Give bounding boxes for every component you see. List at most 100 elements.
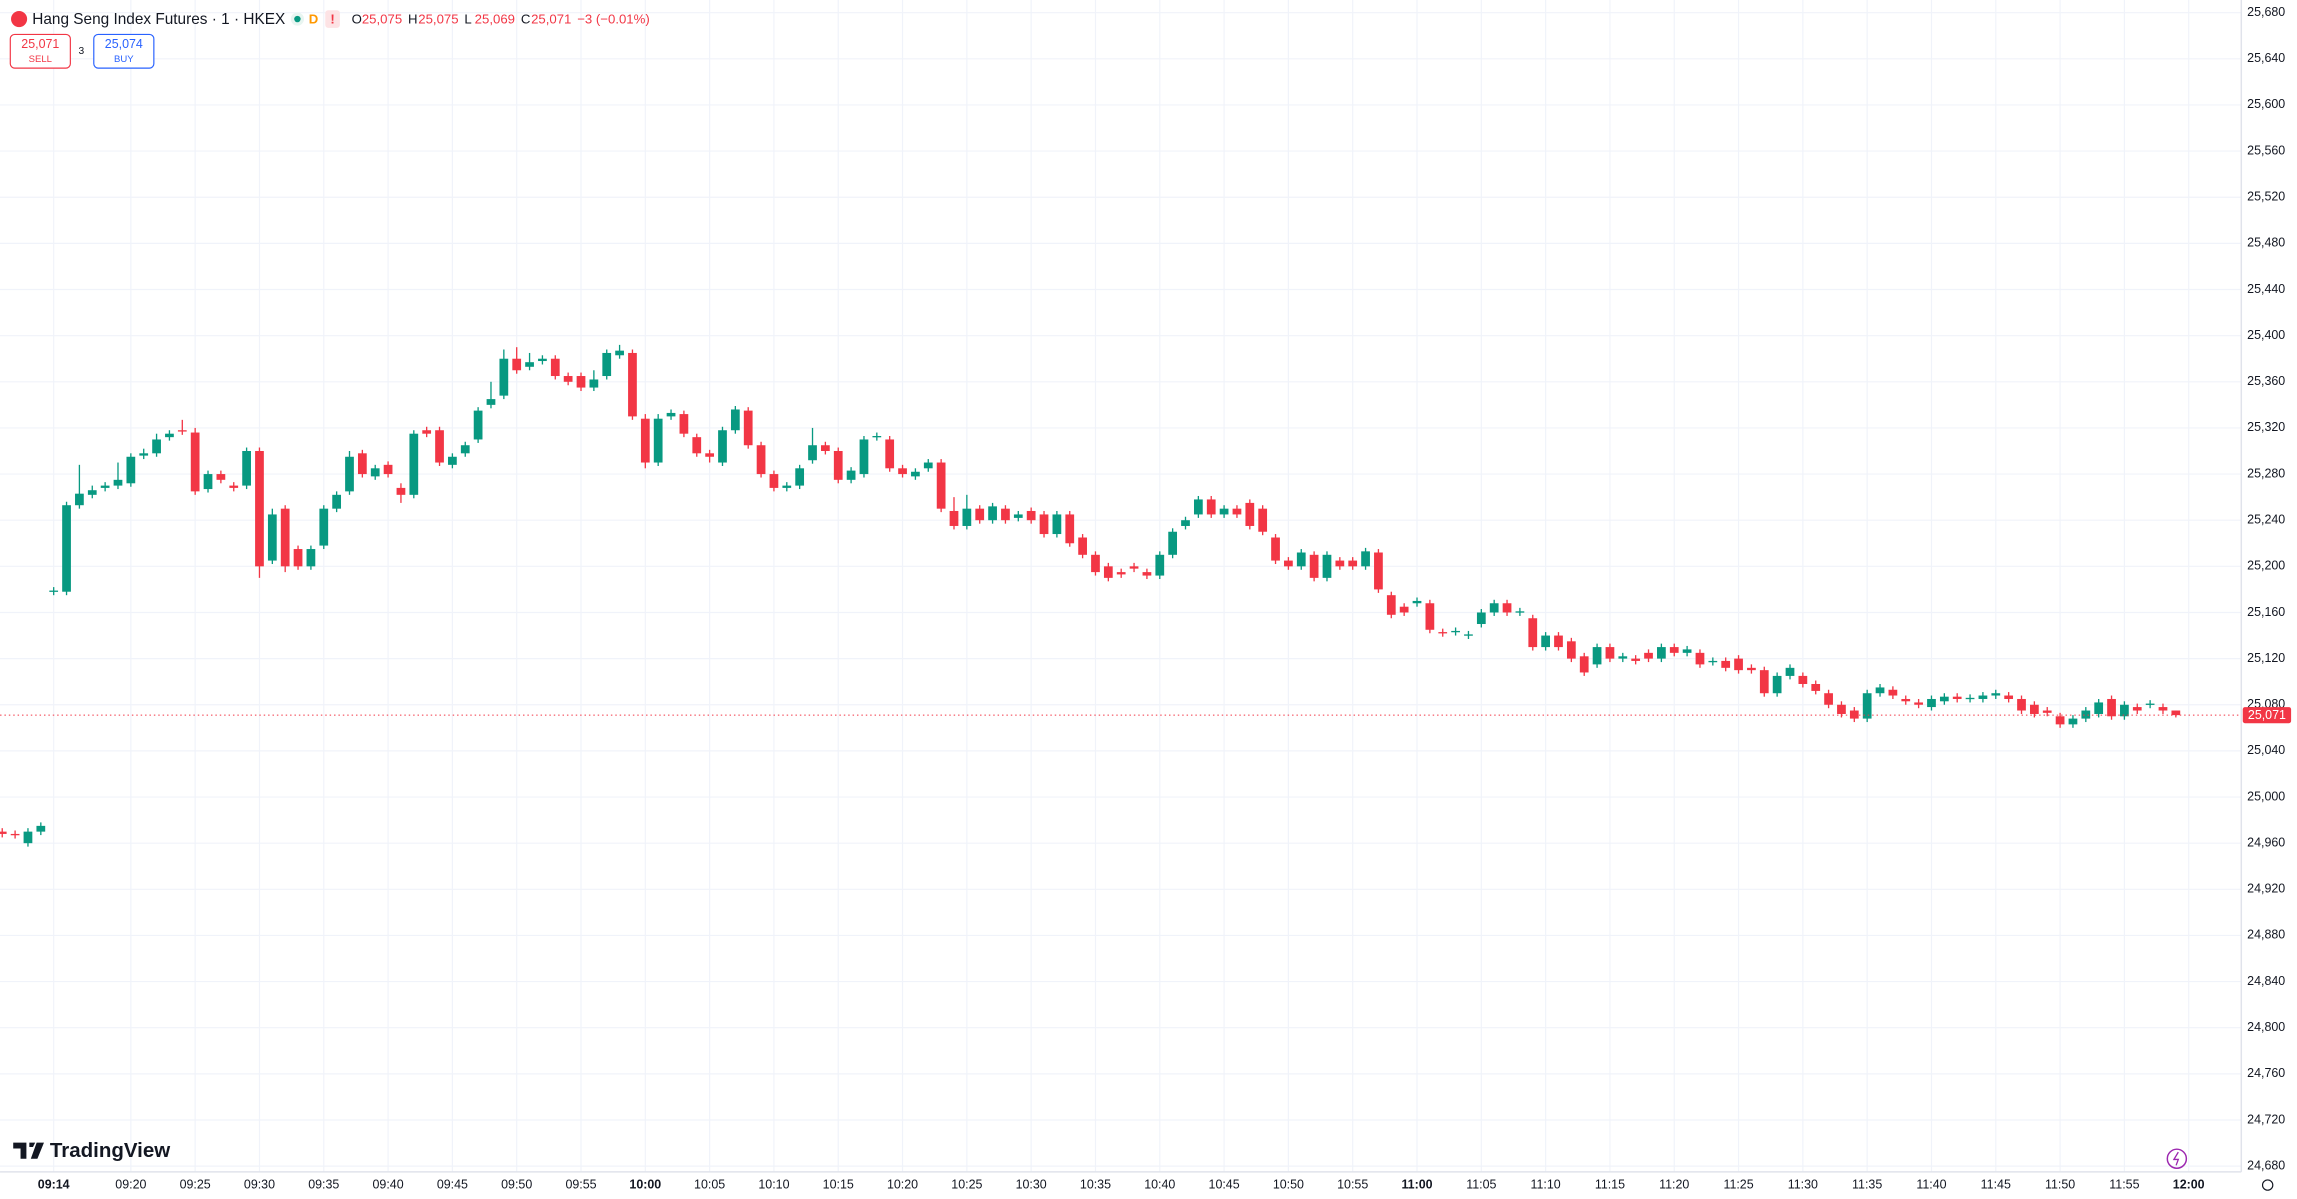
x-tick-label: 10:50 bbox=[1273, 1177, 1304, 1191]
ohlc-value: 25,075 bbox=[418, 11, 458, 26]
candle-body bbox=[216, 474, 226, 480]
candle-body bbox=[2094, 702, 2104, 714]
candle-body bbox=[538, 358, 547, 362]
candle-body bbox=[139, 453, 149, 456]
sell-button[interactable] bbox=[9, 33, 71, 69]
candle-body bbox=[602, 352, 612, 377]
x-tick-label: 11:05 bbox=[1466, 1177, 1496, 1191]
candle-body bbox=[1965, 697, 1975, 700]
candle-body bbox=[923, 462, 933, 469]
candle-body bbox=[267, 514, 277, 561]
logo-icon bbox=[13, 1142, 44, 1159]
candle-body bbox=[280, 508, 290, 567]
candle-body bbox=[1862, 693, 1872, 719]
buy-price: 25,074 bbox=[105, 37, 143, 51]
x-tick-label: 11:45 bbox=[1981, 1177, 2011, 1191]
candle-body bbox=[1901, 698, 1911, 702]
candle-body bbox=[345, 456, 354, 492]
replay-icon[interactable] bbox=[2166, 1148, 2188, 1169]
candle-body bbox=[1541, 635, 1551, 648]
y-tick-label: 24,680 bbox=[2247, 1158, 2285, 1172]
candle-body bbox=[486, 399, 496, 405]
candle-body bbox=[550, 358, 560, 377]
candle-body bbox=[113, 479, 123, 486]
candle-body bbox=[615, 350, 624, 356]
ohlc-key: O bbox=[352, 11, 362, 26]
candle-body bbox=[1103, 566, 1113, 578]
candle-body bbox=[2120, 704, 2129, 717]
candle-body bbox=[628, 352, 637, 417]
candle-body bbox=[1039, 514, 1049, 535]
y-tick-label: 25,320 bbox=[2247, 420, 2285, 434]
candle-body bbox=[152, 439, 161, 454]
logo: TradingView bbox=[13, 1139, 170, 1162]
candle-body bbox=[730, 409, 740, 431]
candle-body bbox=[332, 494, 342, 509]
y-tick-label: 24,720 bbox=[2247, 1112, 2285, 1126]
x-tick-label: 10:35 bbox=[1080, 1177, 1111, 1191]
candle-body bbox=[1566, 641, 1576, 659]
candle-body bbox=[859, 439, 869, 475]
y-tick-label: 24,800 bbox=[2247, 1020, 2285, 1034]
candle-body bbox=[293, 549, 303, 567]
x-tick-label: 12:00 bbox=[2173, 1177, 2205, 1191]
candle-body bbox=[743, 410, 753, 446]
candle-body bbox=[1927, 698, 1936, 708]
candle-body bbox=[2068, 718, 2078, 725]
buy-button[interactable] bbox=[93, 33, 155, 69]
candle-body bbox=[357, 453, 367, 475]
x-tick-label: 11:35 bbox=[1852, 1177, 1882, 1191]
y-tick-label: 25,360 bbox=[2247, 374, 2285, 388]
axis-labels: 24,680 24,720 24,760 24,800 24,840 24,880 24,9… bbox=[38, 5, 2292, 1191]
candle-body bbox=[190, 432, 200, 492]
candle-body bbox=[679, 414, 689, 434]
y-tick-label: 24,840 bbox=[2247, 974, 2285, 988]
candle-body bbox=[435, 430, 444, 463]
candle-body bbox=[1502, 603, 1512, 613]
candle-body bbox=[525, 362, 534, 367]
candle-body bbox=[448, 456, 457, 465]
candle-body bbox=[988, 506, 997, 521]
y-tick-label: 25,400 bbox=[2247, 328, 2285, 342]
x-tick-label: 11:55 bbox=[2109, 1177, 2139, 1191]
x-tick-label: 10:30 bbox=[1016, 1177, 1047, 1191]
candle-body bbox=[1528, 618, 1538, 648]
candle-body bbox=[165, 433, 174, 438]
candle-body bbox=[75, 493, 84, 506]
candle-body bbox=[2171, 710, 2181, 716]
candle-body bbox=[1888, 689, 1898, 696]
candle-body bbox=[1747, 667, 1756, 671]
candle-body bbox=[1682, 649, 1692, 653]
candle-body bbox=[1193, 499, 1203, 515]
ohlc-key: H bbox=[408, 11, 418, 26]
ohlc-key: C bbox=[521, 11, 531, 26]
x-tick-label: 10:05 bbox=[694, 1177, 725, 1191]
candle-body bbox=[87, 490, 97, 495]
candle-body bbox=[1001, 508, 1010, 521]
candle-body bbox=[0, 831, 7, 834]
y-tick-label: 24,920 bbox=[2247, 882, 2285, 896]
y-tick-label: 25,120 bbox=[2247, 651, 2285, 665]
candle-body bbox=[1798, 675, 1808, 684]
x-tick-label: 11:40 bbox=[1916, 1177, 1946, 1191]
x-tick-label: 09:25 bbox=[180, 1177, 211, 1191]
candle-body bbox=[640, 418, 650, 463]
x-tick-label: 10:25 bbox=[951, 1177, 982, 1191]
candle-body bbox=[1785, 667, 1795, 676]
x-tick-label: 09:14 bbox=[38, 1177, 70, 1191]
candle-body bbox=[1245, 502, 1255, 526]
candle-body bbox=[1335, 560, 1345, 567]
symbol-title: Hang Seng Index Futures · 1 · HKEX bbox=[32, 11, 285, 28]
x-tick-label: 11:30 bbox=[1788, 1177, 1818, 1191]
candle-body bbox=[833, 450, 843, 480]
candle-body bbox=[1464, 634, 1473, 636]
status-dot bbox=[294, 15, 301, 23]
candle-body bbox=[1618, 656, 1628, 659]
candle-body bbox=[949, 510, 959, 526]
candle-body bbox=[782, 485, 792, 488]
candle-body bbox=[756, 445, 766, 475]
settings-icon[interactable] bbox=[2261, 1179, 2274, 1191]
spread: 3 bbox=[78, 46, 84, 57]
candle-body bbox=[962, 508, 972, 526]
y-tick-label: 25,680 bbox=[2247, 5, 2285, 19]
